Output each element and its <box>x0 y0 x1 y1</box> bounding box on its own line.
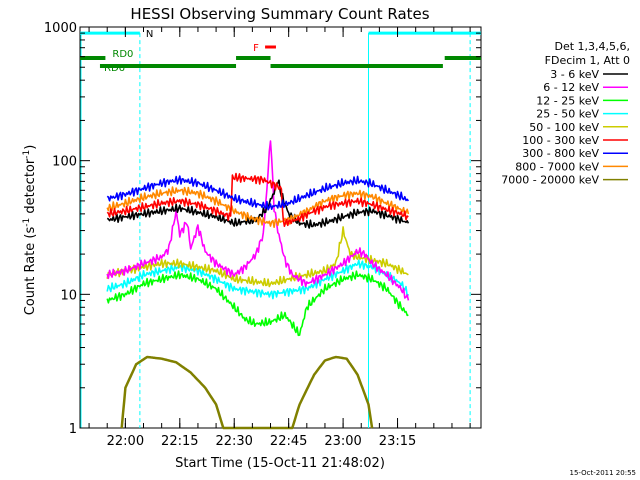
plot-area: N RD0 RD6 F <box>79 26 482 430</box>
legend-label: 800 - 7000 keV <box>515 160 599 173</box>
series-line-12-25-kev <box>106 270 409 337</box>
flare-label: F <box>253 43 259 54</box>
series-line-7000-20000-kev <box>120 355 374 430</box>
x-axis: 22:00 22:15 22:30 22:45 23:00 23:15 <box>88 27 471 449</box>
x-tick-label: 22:15 <box>161 434 198 449</box>
legend-label: 100 - 300 keV <box>522 134 599 147</box>
x-tick-label: 23:00 <box>324 434 361 449</box>
chart-title: HESSI Observing Summary Count Rates <box>130 5 429 23</box>
legend-label: 6 - 12 keV <box>543 81 599 94</box>
legend-label: 300 - 800 keV <box>522 147 599 160</box>
y-tick-label: 100 <box>52 155 77 170</box>
legend-label: 12 - 25 keV <box>536 94 599 107</box>
y-axis-label: Count Rate (s-1 detector-1) <box>22 145 38 316</box>
series-line-800-7000-kev <box>106 186 410 228</box>
x-tick-label: 22:00 <box>107 434 144 449</box>
date-stamp: 15-Oct-2011 20:55 <box>570 469 636 477</box>
x-tick-label: 22:30 <box>215 434 252 449</box>
series-line-6-12-kev <box>106 140 410 301</box>
plot-frame <box>79 26 482 429</box>
x-tick-label: 23:15 <box>379 434 416 449</box>
series-line-300-800-kev <box>106 175 410 211</box>
y-tick-label: 1 <box>69 422 77 437</box>
x-tick-label: 22:45 <box>270 434 307 449</box>
legend-label: 50 - 100 keV <box>529 121 599 134</box>
legend-label: 3 - 6 keV <box>550 68 599 81</box>
legend-label: 7000 - 20000 keV <box>501 174 599 187</box>
series-line-100-300-kev <box>106 172 409 227</box>
rd6-label: RD6 <box>104 63 125 74</box>
legend-label: 25 - 50 keV <box>536 108 599 121</box>
series-line-50-100-kev <box>106 226 409 288</box>
legend-header-decimation: FDecim 1, Att 0 <box>545 54 630 67</box>
x-axis-label: Start Time (15-Oct-11 21:48:02) <box>175 456 385 471</box>
rd0-label: RD0 <box>112 49 133 60</box>
series-line-25-50-kev <box>106 259 410 300</box>
y-tick-label: 1000 <box>44 21 77 36</box>
legend: Det 1,3,4,5,6,FDecim 1, Att 03 - 6 keV6 … <box>501 40 630 187</box>
legend-header-detectors: Det 1,3,4,5,6, <box>554 40 630 53</box>
night-label: N <box>146 29 153 40</box>
y-axis: 1 10 100 1000 <box>44 21 481 437</box>
y-tick-label: 10 <box>60 288 77 303</box>
